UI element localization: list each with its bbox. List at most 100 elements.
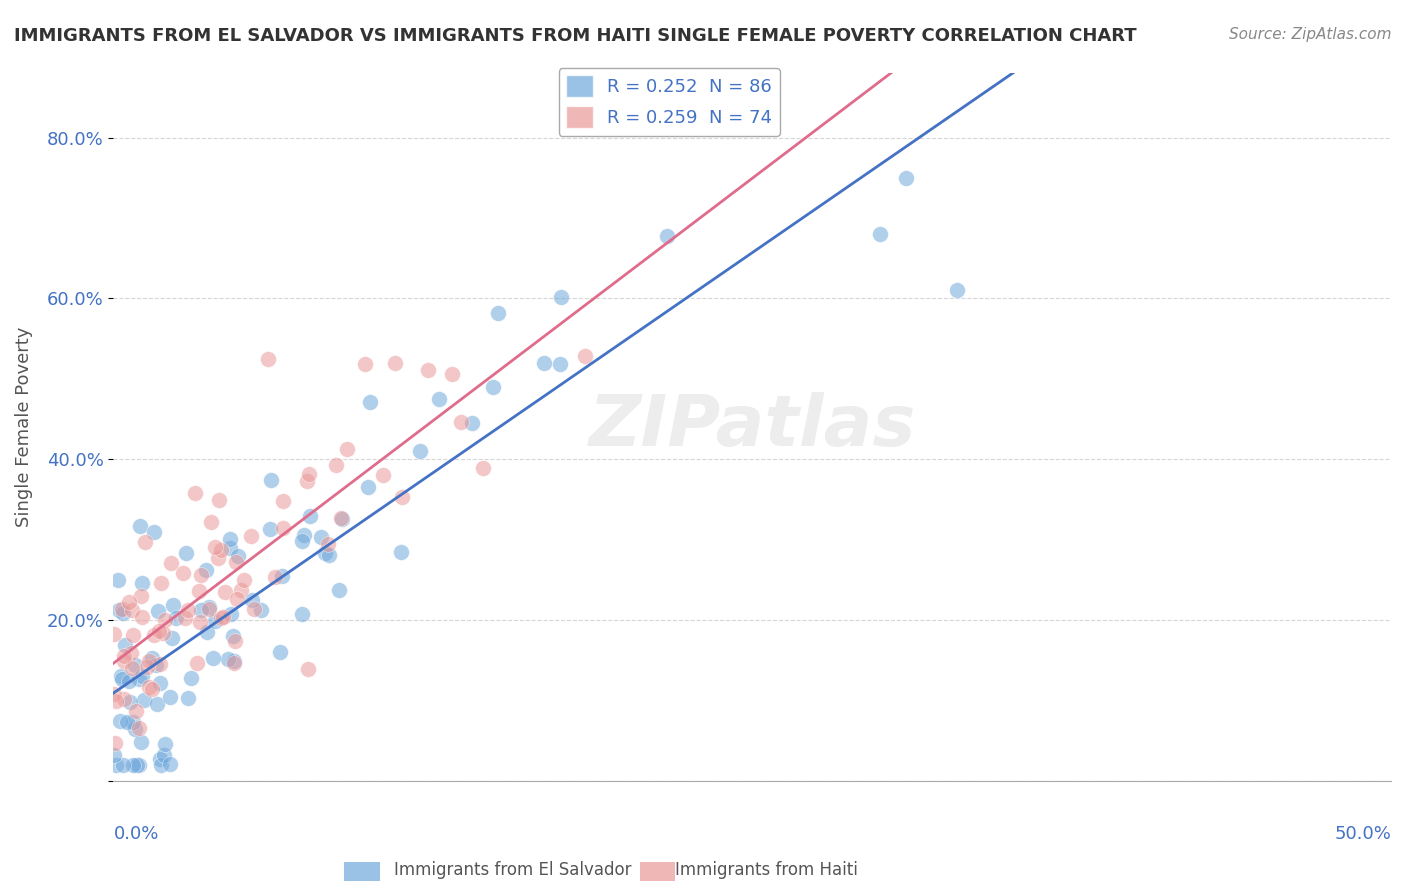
Point bbox=[233, 574, 256, 588]
Point bbox=[200, 515, 222, 529]
Point bbox=[120, 646, 142, 660]
Point bbox=[197, 599, 219, 614]
Text: ZIPatlas: ZIPatlas bbox=[589, 392, 915, 461]
Point bbox=[173, 611, 195, 625]
Point bbox=[226, 592, 249, 607]
Point bbox=[129, 589, 152, 603]
Point bbox=[533, 356, 555, 370]
Point bbox=[134, 535, 156, 549]
Point bbox=[176, 691, 198, 706]
Text: Immigrants from El Salvador: Immigrants from El Salvador bbox=[394, 861, 631, 879]
Y-axis label: Single Female Poverty: Single Female Poverty bbox=[15, 326, 32, 527]
Text: Source: ZipAtlas.com: Source: ZipAtlas.com bbox=[1229, 27, 1392, 42]
Point bbox=[356, 480, 378, 494]
Point bbox=[108, 714, 131, 729]
Point bbox=[115, 714, 138, 729]
Point bbox=[217, 652, 239, 666]
Point bbox=[391, 490, 413, 504]
Point bbox=[152, 748, 174, 763]
Point bbox=[298, 509, 321, 524]
Point bbox=[159, 690, 181, 704]
Point bbox=[291, 607, 314, 622]
Point bbox=[574, 349, 596, 363]
Point bbox=[104, 736, 127, 750]
Point bbox=[136, 659, 159, 673]
Point bbox=[121, 603, 143, 617]
Point bbox=[202, 651, 225, 665]
Point bbox=[291, 534, 314, 549]
Point bbox=[122, 757, 145, 772]
Point bbox=[328, 583, 350, 598]
Point bbox=[121, 661, 143, 675]
Point bbox=[103, 687, 125, 701]
Point bbox=[894, 170, 917, 185]
Point bbox=[214, 584, 236, 599]
Point bbox=[450, 415, 472, 429]
Point bbox=[330, 510, 353, 524]
Point bbox=[152, 626, 174, 640]
Point bbox=[259, 522, 281, 536]
Point bbox=[188, 583, 211, 598]
Point bbox=[945, 283, 967, 297]
Point bbox=[121, 715, 143, 730]
Point bbox=[120, 695, 142, 709]
Point bbox=[471, 461, 494, 475]
Point bbox=[128, 519, 150, 533]
Point bbox=[111, 602, 134, 616]
Point bbox=[118, 673, 141, 688]
Point bbox=[240, 593, 263, 607]
Point bbox=[149, 752, 172, 766]
Point bbox=[149, 657, 172, 672]
Point bbox=[359, 395, 381, 409]
Point bbox=[219, 541, 242, 555]
Point bbox=[657, 228, 679, 243]
Point bbox=[188, 615, 211, 629]
Point bbox=[142, 525, 165, 540]
Point bbox=[271, 520, 294, 534]
Point bbox=[124, 657, 146, 672]
Point bbox=[208, 492, 231, 507]
Point bbox=[195, 625, 218, 640]
Point bbox=[260, 473, 283, 487]
Point bbox=[384, 356, 406, 370]
Point bbox=[224, 654, 246, 668]
Text: 50.0%: 50.0% bbox=[1334, 824, 1391, 843]
Point bbox=[207, 551, 229, 566]
Point bbox=[111, 673, 134, 687]
Point bbox=[271, 493, 294, 508]
Point bbox=[330, 511, 353, 525]
Point bbox=[264, 570, 287, 584]
Text: 0.0%: 0.0% bbox=[114, 824, 159, 843]
Point bbox=[142, 628, 165, 642]
Point bbox=[148, 624, 170, 638]
Point bbox=[153, 614, 176, 628]
Point bbox=[190, 603, 212, 617]
Point bbox=[124, 723, 146, 737]
Point bbox=[162, 599, 184, 613]
Point bbox=[270, 569, 292, 583]
Point bbox=[159, 557, 181, 571]
Point bbox=[427, 392, 450, 406]
Legend: R = 0.252  N = 86, R = 0.259  N = 74: R = 0.252 N = 86, R = 0.259 N = 74 bbox=[558, 68, 780, 136]
Point bbox=[441, 367, 464, 381]
Point bbox=[138, 654, 160, 668]
Point bbox=[416, 363, 439, 377]
Point bbox=[225, 555, 247, 569]
Point bbox=[197, 601, 219, 615]
Point bbox=[108, 603, 131, 617]
Point bbox=[114, 638, 136, 652]
Point bbox=[103, 747, 125, 762]
Point bbox=[550, 290, 572, 304]
Point bbox=[314, 546, 336, 560]
Point bbox=[118, 595, 141, 609]
Point bbox=[219, 607, 242, 622]
Point bbox=[212, 610, 235, 624]
Point bbox=[112, 757, 135, 772]
Point bbox=[146, 604, 169, 618]
Point bbox=[292, 527, 315, 541]
Point bbox=[110, 669, 132, 683]
Point bbox=[112, 649, 135, 664]
Point bbox=[105, 693, 128, 707]
Point bbox=[131, 669, 153, 683]
Point bbox=[409, 443, 432, 458]
